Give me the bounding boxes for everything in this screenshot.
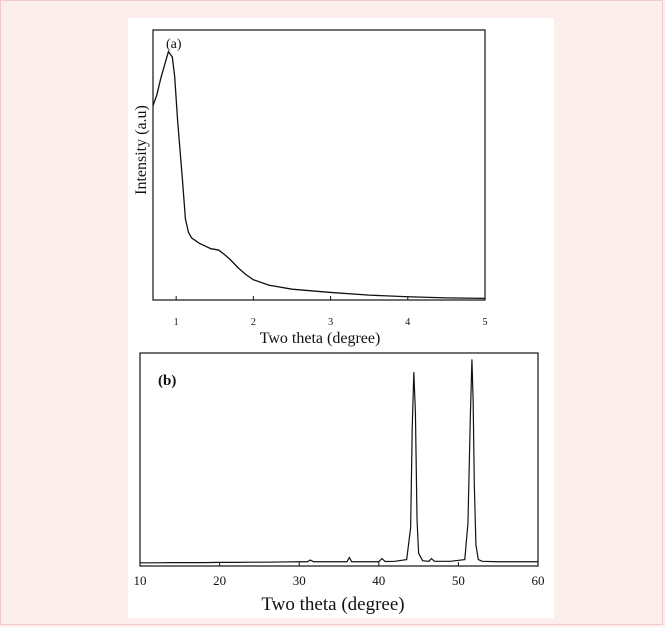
chart-b-xtick-label: 50	[452, 573, 465, 588]
chart-a-series-line	[152, 50, 486, 300]
chart-b-xtick-label: 30	[293, 573, 306, 588]
chart-b-series-line	[140, 359, 538, 564]
chart-b-axes-frame	[139, 352, 539, 567]
chart-b: (b) 10 20 30 40 50 60 Two theta (degree)	[134, 352, 545, 615]
chart-b-panel-label: (b)	[158, 373, 176, 389]
chart-a-xtick-label: 2	[251, 317, 256, 328]
chart-a-xticks: 1 2 3 4 5	[174, 296, 488, 328]
chart-a-xtick-label: 4	[405, 317, 410, 328]
chart-a-panel-label: (a)	[166, 37, 182, 52]
chart-a-xtick-label: 1	[174, 317, 179, 328]
chart-b-xlabel: Two theta (degree)	[261, 594, 404, 615]
chart-a-xlabel: Two theta (degree)	[260, 330, 381, 347]
chart-a-xtick-label: 3	[328, 317, 333, 328]
figure-panel	[128, 18, 554, 618]
chart-a: (a) 1 2 3 4 5 Two theta (degree) Intensity (…	[133, 29, 488, 347]
chart-b-xtick-label: 20	[213, 573, 226, 588]
chart-b-xtick-label: 40	[372, 573, 385, 588]
chart-b-xticks: 10 20 30 40 50 60	[134, 562, 545, 588]
chart-b-xtick-label: 10	[134, 573, 147, 588]
chart-b-xtick-label: 60	[532, 573, 545, 588]
chart-a-xtick-label: 5	[483, 317, 488, 328]
chart-a-ylabel: Intensity (a.u)	[133, 105, 150, 195]
chart-a-axes-frame	[152, 29, 486, 301]
